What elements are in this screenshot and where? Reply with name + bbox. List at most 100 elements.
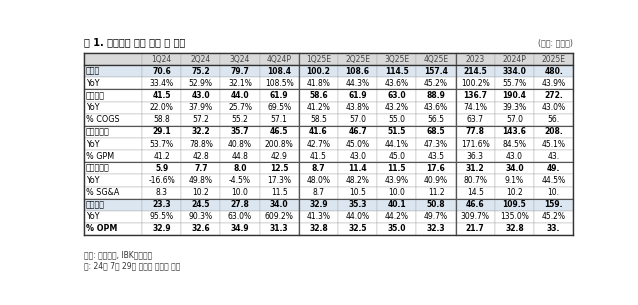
Text: 43.5: 43.5 xyxy=(427,152,445,161)
Bar xyxy=(221,211,260,223)
Bar xyxy=(456,174,495,187)
Bar xyxy=(142,187,181,199)
Text: 4Q24P: 4Q24P xyxy=(267,55,292,64)
Bar xyxy=(534,211,573,223)
Text: 78.8%: 78.8% xyxy=(189,140,213,149)
Text: 4Q25E: 4Q25E xyxy=(424,55,449,64)
Bar xyxy=(181,126,221,138)
Text: 63.7: 63.7 xyxy=(467,115,484,124)
Bar xyxy=(534,89,573,102)
Text: 17.3%: 17.3% xyxy=(267,176,291,185)
Text: 31.3: 31.3 xyxy=(270,224,288,234)
Bar xyxy=(417,114,456,126)
Bar xyxy=(221,53,260,65)
Text: 40.1: 40.1 xyxy=(387,200,406,209)
Bar xyxy=(456,187,495,199)
Bar xyxy=(84,174,142,187)
Bar xyxy=(260,199,299,211)
Text: 44.1%: 44.1% xyxy=(385,140,409,149)
Bar xyxy=(84,223,142,235)
Bar xyxy=(417,187,456,199)
Text: 108.5%: 108.5% xyxy=(265,79,293,88)
Text: 51.5: 51.5 xyxy=(388,127,406,136)
Text: 55.2: 55.2 xyxy=(232,115,248,124)
Text: 31.2: 31.2 xyxy=(466,164,484,173)
Text: 58.6: 58.6 xyxy=(309,91,328,100)
Bar xyxy=(221,199,260,211)
Bar xyxy=(142,65,181,77)
Text: 40.8%: 40.8% xyxy=(228,140,252,149)
Text: 44.0: 44.0 xyxy=(231,91,249,100)
Bar xyxy=(260,53,299,65)
Text: 39.3%: 39.3% xyxy=(502,103,526,112)
Bar xyxy=(260,138,299,150)
Bar xyxy=(260,211,299,223)
Bar xyxy=(260,102,299,114)
Bar xyxy=(534,162,573,174)
Bar xyxy=(142,53,181,65)
Text: % SG&A: % SG&A xyxy=(85,188,119,197)
Text: 49.: 49. xyxy=(547,164,560,173)
Text: 표 1. 산일전기 실적 추이 및 전망: 표 1. 산일전기 실적 추이 및 전망 xyxy=(84,38,185,48)
Text: 159.: 159. xyxy=(544,200,563,209)
Bar xyxy=(84,199,142,211)
Bar xyxy=(456,102,495,114)
Text: YoY: YoY xyxy=(85,79,99,88)
Bar xyxy=(142,126,181,138)
Text: 42.9: 42.9 xyxy=(271,152,288,161)
Text: 43.6%: 43.6% xyxy=(424,103,448,112)
Bar xyxy=(142,89,181,102)
Text: 34.0: 34.0 xyxy=(505,164,524,173)
Text: 136.7: 136.7 xyxy=(463,91,487,100)
Bar xyxy=(534,126,573,138)
Text: 43.0: 43.0 xyxy=(506,152,523,161)
Text: 55.7%: 55.7% xyxy=(502,79,526,88)
Bar xyxy=(299,89,338,102)
Text: 12.5: 12.5 xyxy=(270,164,288,173)
Text: YoY: YoY xyxy=(85,176,99,185)
Text: 41.8%: 41.8% xyxy=(306,79,330,88)
Bar xyxy=(181,89,221,102)
Text: 32.6: 32.6 xyxy=(191,224,210,234)
Text: 214.5: 214.5 xyxy=(463,67,487,76)
Text: 43.9%: 43.9% xyxy=(385,176,409,185)
Bar xyxy=(534,199,573,211)
Text: 10.2: 10.2 xyxy=(193,188,209,197)
Text: 143.6: 143.6 xyxy=(503,127,526,136)
Text: 208.: 208. xyxy=(544,127,563,136)
Bar xyxy=(221,102,260,114)
Bar xyxy=(495,211,534,223)
Text: 10.: 10. xyxy=(547,188,560,197)
Text: 309.7%: 309.7% xyxy=(461,212,490,221)
Bar xyxy=(181,174,221,187)
Text: 8.7: 8.7 xyxy=(311,164,325,173)
Bar xyxy=(84,102,142,114)
Bar xyxy=(495,150,534,162)
Bar xyxy=(299,223,338,235)
Text: 41.6: 41.6 xyxy=(309,127,328,136)
Bar xyxy=(221,187,260,199)
Bar xyxy=(534,65,573,77)
Bar xyxy=(221,138,260,150)
Bar xyxy=(142,174,181,187)
Bar xyxy=(338,114,377,126)
Text: 43.6%: 43.6% xyxy=(385,79,409,88)
Bar xyxy=(181,162,221,174)
Text: 매출원가: 매출원가 xyxy=(85,91,105,100)
Text: 63.0: 63.0 xyxy=(387,91,406,100)
Bar xyxy=(181,187,221,199)
Text: 48.0%: 48.0% xyxy=(306,176,330,185)
Bar xyxy=(495,199,534,211)
Bar xyxy=(495,223,534,235)
Bar xyxy=(299,174,338,187)
Bar xyxy=(181,199,221,211)
Text: 56.5: 56.5 xyxy=(427,115,445,124)
Text: 77.8: 77.8 xyxy=(466,127,485,136)
Bar xyxy=(221,223,260,235)
Bar xyxy=(417,138,456,150)
Bar xyxy=(221,114,260,126)
Bar xyxy=(181,65,221,77)
Bar xyxy=(142,150,181,162)
Bar xyxy=(495,65,534,77)
Text: 50.8: 50.8 xyxy=(427,200,445,209)
